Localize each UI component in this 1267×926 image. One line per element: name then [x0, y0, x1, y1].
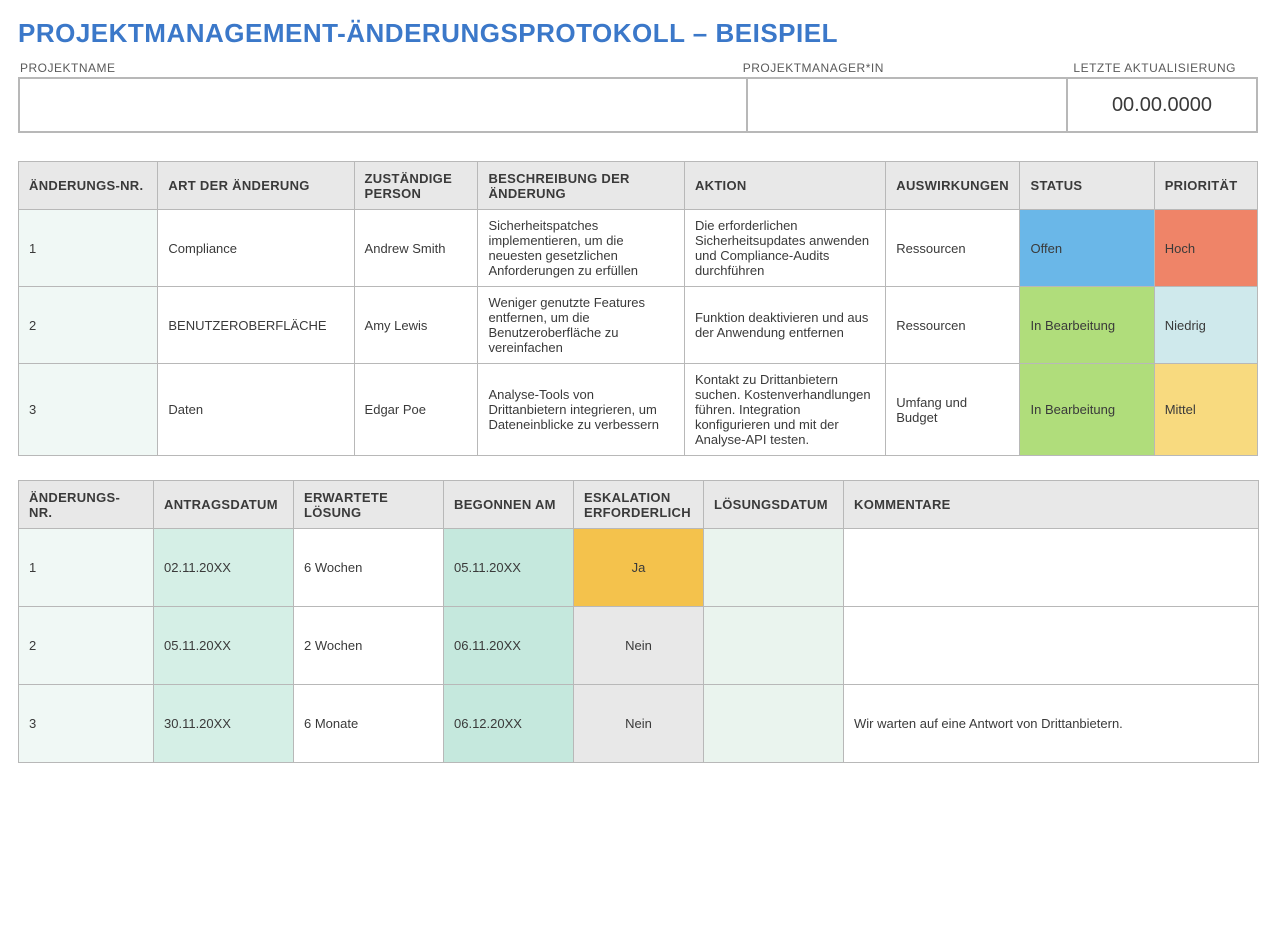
table-row: 1ComplianceAndrew SmithSicherheitspatche…: [19, 210, 1258, 287]
cell[interactable]: Analyse-Tools von Drittanbietern integri…: [478, 364, 685, 456]
t2-header: ERWARTETE LÖSUNG: [294, 481, 444, 529]
meta-labels-row: PROJEKTNAME PROJEKTMANAGER*IN LETZTE AKT…: [18, 61, 1249, 75]
t1-header: AKTION: [684, 162, 885, 210]
cell[interactable]: 05.11.20XX: [154, 607, 294, 685]
cell[interactable]: Daten: [158, 364, 354, 456]
cell[interactable]: 06.11.20XX: [444, 607, 574, 685]
table-row: 2BENUTZEROBERFLÄCHEAmy LewisWeniger genu…: [19, 287, 1258, 364]
table-row: 3DatenEdgar PoeAnalyse-Tools von Drittan…: [19, 364, 1258, 456]
cell[interactable]: In Bearbeitung: [1020, 364, 1154, 456]
table-row: 205.11.20XX2 Wochen06.11.20XXNein: [19, 607, 1259, 685]
cell[interactable]: 2: [19, 287, 158, 364]
cell[interactable]: Kontakt zu Drittanbietern suchen. Kosten…: [684, 364, 885, 456]
cell[interactable]: 6 Wochen: [294, 529, 444, 607]
cell[interactable]: 2 Wochen: [294, 607, 444, 685]
cell[interactable]: 2: [19, 607, 154, 685]
t2-header: ESKALATION ERFORDERLICH: [574, 481, 704, 529]
cell[interactable]: Weniger genutzte Features entfernen, um …: [478, 287, 685, 364]
meta-table: 00.00.0000: [18, 77, 1258, 133]
cell[interactable]: 02.11.20XX: [154, 529, 294, 607]
cell[interactable]: Ressourcen: [886, 287, 1020, 364]
t2-header: LÖSUNGSDATUM: [704, 481, 844, 529]
label-updated: LETZTE AKTUALISIERUNG: [1060, 61, 1249, 75]
t1-header: BESCHREIBUNG DER ÄNDERUNG: [478, 162, 685, 210]
cell[interactable]: 05.11.20XX: [444, 529, 574, 607]
cell[interactable]: Die erforderlichen Sicherheitsupdates an…: [684, 210, 885, 287]
cell[interactable]: Nein: [574, 685, 704, 763]
t1-header: PRIORITÄT: [1154, 162, 1257, 210]
cell[interactable]: 1: [19, 210, 158, 287]
t2-header: BEGONNEN AM: [444, 481, 574, 529]
meta-updated-cell[interactable]: 00.00.0000: [1067, 78, 1257, 132]
cell[interactable]: Offen: [1020, 210, 1154, 287]
cell[interactable]: [704, 529, 844, 607]
cell[interactable]: [704, 685, 844, 763]
page-title: PROJEKTMANAGEMENT-ÄNDERUNGSPROTOKOLL – B…: [18, 18, 1249, 49]
cell[interactable]: [844, 529, 1259, 607]
cell[interactable]: Mittel: [1154, 364, 1257, 456]
label-manager: PROJEKTMANAGER*IN: [743, 61, 1061, 75]
cell[interactable]: Ja: [574, 529, 704, 607]
t1-header: ZUSTÄNDIGE PERSON: [354, 162, 478, 210]
table-row: 102.11.20XX6 Wochen05.11.20XXJa: [19, 529, 1259, 607]
cell[interactable]: Umfang und Budget: [886, 364, 1020, 456]
cell[interactable]: Edgar Poe: [354, 364, 478, 456]
cell[interactable]: BENUTZEROBERFLÄCHE: [158, 287, 354, 364]
cell[interactable]: Hoch: [1154, 210, 1257, 287]
cell[interactable]: Wir warten auf eine Antwort von Drittanb…: [844, 685, 1259, 763]
t2-header: KOMMENTARE: [844, 481, 1259, 529]
cell[interactable]: Compliance: [158, 210, 354, 287]
meta-projectname-cell[interactable]: [19, 78, 747, 132]
t1-header: ART DER ÄNDERUNG: [158, 162, 354, 210]
changes-table-1: ÄNDERUNGS-NR.ART DER ÄNDERUNGZUSTÄNDIGE …: [18, 161, 1258, 456]
cell[interactable]: 6 Monate: [294, 685, 444, 763]
cell[interactable]: 06.12.20XX: [444, 685, 574, 763]
t1-header: ÄNDERUNGS-NR.: [19, 162, 158, 210]
cell[interactable]: [704, 607, 844, 685]
cell[interactable]: In Bearbeitung: [1020, 287, 1154, 364]
cell[interactable]: 3: [19, 364, 158, 456]
t1-header: STATUS: [1020, 162, 1154, 210]
t2-header: ANTRAGSDATUM: [154, 481, 294, 529]
cell[interactable]: 30.11.20XX: [154, 685, 294, 763]
changes-table-2: ÄNDERUNGS-NR.ANTRAGSDATUMERWARTETE LÖSUN…: [18, 480, 1259, 763]
cell[interactable]: 3: [19, 685, 154, 763]
meta-manager-cell[interactable]: [747, 78, 1067, 132]
cell[interactable]: Sicherheitspatches implementieren, um di…: [478, 210, 685, 287]
cell[interactable]: Funktion deaktivieren und aus der Anwend…: [684, 287, 885, 364]
table-row: 330.11.20XX6 Monate06.12.20XXNein Wir war…: [19, 685, 1259, 763]
t1-header: AUSWIRKUNGEN: [886, 162, 1020, 210]
cell[interactable]: Nein: [574, 607, 704, 685]
cell[interactable]: [844, 607, 1259, 685]
label-projectname: PROJEKTNAME: [18, 61, 743, 75]
cell[interactable]: Andrew Smith: [354, 210, 478, 287]
cell[interactable]: Ressourcen: [886, 210, 1020, 287]
cell[interactable]: 1: [19, 529, 154, 607]
cell[interactable]: Amy Lewis: [354, 287, 478, 364]
t2-header: ÄNDERUNGS-NR.: [19, 481, 154, 529]
cell[interactable]: Niedrig: [1154, 287, 1257, 364]
